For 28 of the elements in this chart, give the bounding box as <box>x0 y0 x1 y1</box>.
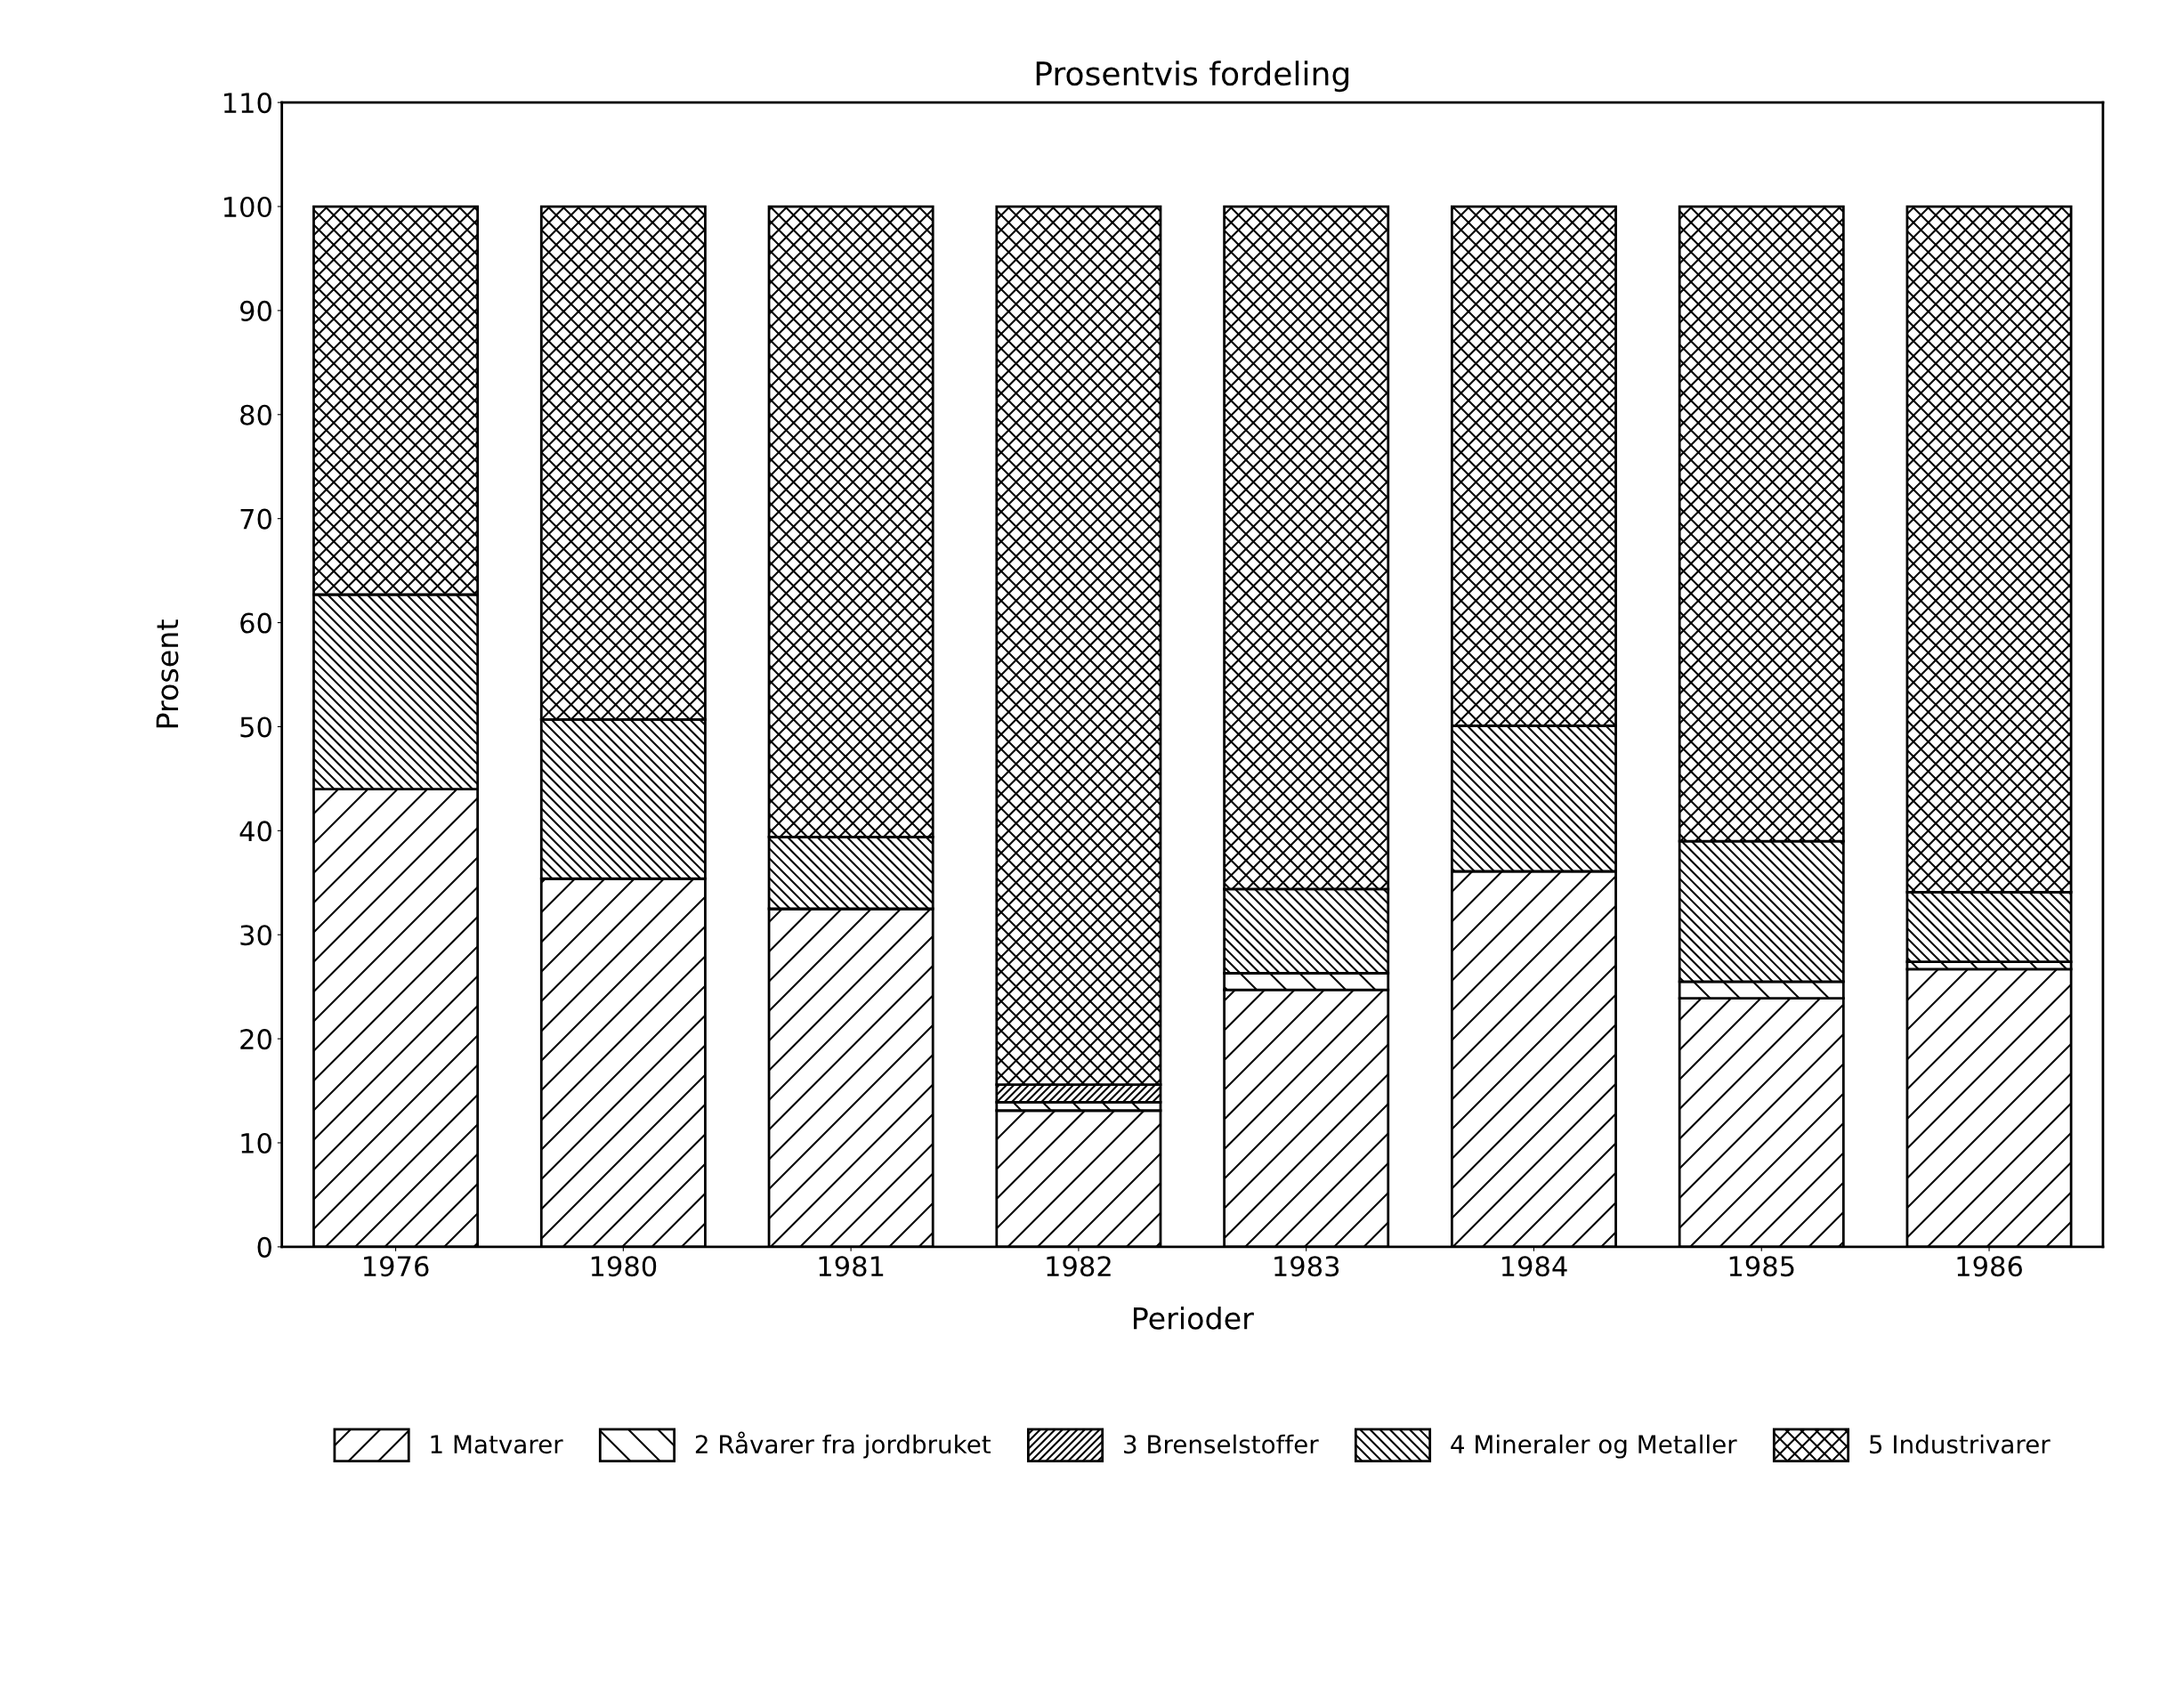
y-tick-label: 0 <box>257 1236 271 1258</box>
y-tick-label: 10 <box>241 1132 271 1154</box>
x-tick-label: 1984 <box>1501 1256 1567 1277</box>
x-tick-label: 1980 <box>591 1256 657 1277</box>
x-axis-title: Perioder <box>1134 1306 1254 1330</box>
x-tick-label: 1986 <box>1957 1256 2022 1277</box>
legend-label: 5 Industrivarer <box>1870 1434 2051 1454</box>
y-tick-label: 30 <box>240 925 271 946</box>
y-axis-title: Prosent <box>156 619 179 728</box>
x-tick-label: 1982 <box>1047 1256 1111 1277</box>
y-tick-label: 70 <box>240 508 271 530</box>
y-tick-label: 80 <box>240 404 271 425</box>
legend-label: 3 Brenselstoffer <box>1124 1434 1319 1454</box>
x-tick-label: 1981 <box>819 1256 884 1277</box>
x-tick-label: 1976 <box>364 1256 429 1277</box>
legend-label: 4 Mineraler og Metaller <box>1451 1434 1737 1459</box>
y-tick-label: 110 <box>223 93 271 114</box>
y-tick-label: 100 <box>223 196 271 218</box>
legend-label: 2 Råvarer fra jordbruket <box>695 1431 991 1459</box>
y-tick-label: 40 <box>239 821 271 842</box>
legend-label: 1 Matvarer <box>431 1435 563 1454</box>
chart-title: Prosentvis fordeling <box>1036 61 1349 93</box>
x-tick-label: 1983 <box>1274 1256 1339 1277</box>
y-tick-label: 90 <box>240 300 271 321</box>
y-tick-label: 20 <box>240 1029 271 1050</box>
y-tick-label: 60 <box>240 612 271 634</box>
x-tick-label: 1985 <box>1729 1256 1794 1277</box>
y-tick-label: 50 <box>240 716 271 738</box>
